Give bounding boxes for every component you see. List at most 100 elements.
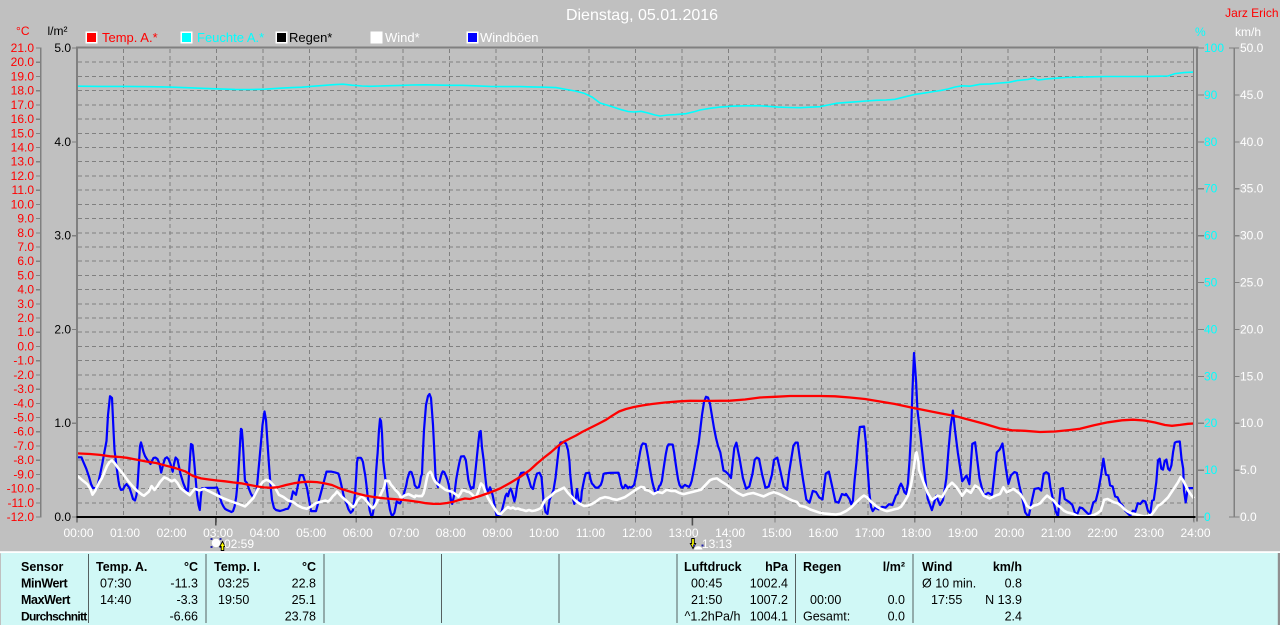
svg-text:22.8: 22.8 [292,576,316,590]
svg-text:Temp. A.*: Temp. A.* [102,30,158,45]
svg-text:km/h: km/h [1235,25,1261,39]
svg-text:hPa: hPa [765,560,789,574]
svg-text:18:00: 18:00 [901,526,931,540]
svg-text:4.0: 4.0 [17,283,34,297]
svg-text:45.0: 45.0 [1240,88,1264,102]
svg-text:Dienstag, 05.01.2016: Dienstag, 05.01.2016 [566,7,718,24]
svg-text:2.4: 2.4 [1005,609,1022,623]
svg-text:20.0: 20.0 [1240,322,1264,336]
svg-text:-1.0: -1.0 [13,354,34,368]
svg-text:6.0: 6.0 [17,254,34,268]
svg-text:13.0: 13.0 [11,155,35,169]
svg-text:-9.0: -9.0 [13,467,34,481]
svg-text:1.0: 1.0 [17,325,34,339]
svg-text:0.0: 0.0 [17,340,34,354]
svg-text:-5.0: -5.0 [13,411,34,425]
svg-text:07:00: 07:00 [389,526,419,540]
svg-text:11:00: 11:00 [576,526,605,540]
svg-text:-12.0: -12.0 [7,510,35,524]
svg-text:08:00: 08:00 [436,526,466,540]
svg-text:14:00: 14:00 [715,526,745,540]
svg-text:Temp. A.: Temp. A. [96,560,147,574]
svg-text:km/h: km/h [993,560,1022,574]
svg-text:°C: °C [302,560,316,574]
svg-text:Wind: Wind [922,560,952,574]
svg-text:3.0: 3.0 [54,229,71,243]
svg-text:0.0: 0.0 [1240,510,1257,524]
svg-text:MaxWert: MaxWert [21,593,71,607]
svg-text:Wind*: Wind* [385,30,420,45]
svg-text:-3.0: -3.0 [13,382,34,396]
svg-text:15:00: 15:00 [762,526,792,540]
svg-text:Regen: Regen [803,560,841,574]
svg-text:Sensor: Sensor [21,560,64,574]
svg-text:l/m²: l/m² [48,24,68,38]
svg-text:17:55: 17:55 [931,593,962,607]
svg-text:21.0: 21.0 [11,41,35,55]
svg-text:1007.2: 1007.2 [750,593,788,607]
svg-text:23.78: 23.78 [285,609,316,623]
svg-text:Ø 10 min.: Ø 10 min. [922,576,976,590]
svg-text:5.0: 5.0 [1240,463,1257,477]
svg-text:^1.2hPa/h: ^1.2hPa/h [685,609,741,623]
svg-text:70: 70 [1204,182,1218,196]
svg-text:12.0: 12.0 [11,169,35,183]
svg-text:20:00: 20:00 [994,526,1024,540]
svg-text:11.0: 11.0 [12,183,35,197]
svg-text:1002.4: 1002.4 [750,576,788,590]
svg-text:20.0: 20.0 [11,55,35,69]
svg-text:3.0: 3.0 [17,297,34,311]
svg-text:0.0: 0.0 [888,609,905,623]
svg-text:Jarz Erich: Jarz Erich [1225,6,1278,20]
svg-text:12:00: 12:00 [622,526,652,540]
svg-text:19.0: 19.0 [11,69,35,83]
svg-text:0: 0 [1204,510,1211,524]
svg-text:13:00: 13:00 [668,526,698,540]
svg-text:30.0: 30.0 [1240,229,1264,243]
svg-text:-7.0: -7.0 [13,439,34,453]
svg-text:0.8: 0.8 [1005,576,1022,590]
svg-text:09:00: 09:00 [482,526,512,540]
svg-text:°C: °C [16,24,30,38]
svg-text:05:00: 05:00 [296,526,326,540]
svg-text:40: 40 [1204,322,1218,336]
svg-text:100: 100 [1204,41,1224,55]
svg-text:1004.1: 1004.1 [750,609,788,623]
svg-text:13:13: 13:13 [702,537,732,551]
svg-text:23:00: 23:00 [1134,526,1164,540]
svg-text:N 13.9: N 13.9 [985,593,1022,607]
svg-text:Gesamt:: Gesamt: [803,609,850,623]
svg-text:14.0: 14.0 [11,141,35,155]
svg-text:0.0: 0.0 [54,510,71,524]
svg-text:-11.0: -11.0 [8,496,35,510]
svg-text:16:00: 16:00 [808,526,838,540]
svg-text:30: 30 [1204,369,1218,383]
svg-text:17:00: 17:00 [855,526,885,540]
svg-text:-3.3: -3.3 [176,593,198,607]
svg-text:19:00: 19:00 [948,526,978,540]
svg-text:1.0: 1.0 [54,416,71,430]
svg-text:03:00: 03:00 [203,526,233,540]
svg-text:-11.3: -11.3 [170,576,198,590]
svg-text:16.0: 16.0 [11,112,35,126]
svg-text:%: % [1195,25,1206,39]
svg-text:5.0: 5.0 [54,41,71,55]
svg-text:14:40: 14:40 [100,593,131,607]
svg-text:80: 80 [1204,135,1218,149]
svg-text:04:00: 04:00 [250,526,280,540]
svg-text:-6.0: -6.0 [13,425,34,439]
svg-text:20: 20 [1204,416,1218,430]
svg-text:-4.0: -4.0 [13,396,34,410]
svg-text:17.0: 17.0 [11,98,35,112]
svg-text:7.0: 7.0 [17,240,34,254]
svg-text:Luftdruck: Luftdruck [684,560,742,574]
svg-text:4.0: 4.0 [54,135,71,149]
svg-text:22:00: 22:00 [1087,526,1117,540]
svg-text:Feuchte A.*: Feuchte A.* [197,30,264,45]
svg-text:21:50: 21:50 [691,593,722,607]
svg-text:21:00: 21:00 [1041,526,1071,540]
svg-text:18.0: 18.0 [11,84,35,98]
svg-text:90: 90 [1204,88,1218,102]
svg-text:25.0: 25.0 [1240,276,1264,290]
svg-text:06:00: 06:00 [343,526,373,540]
